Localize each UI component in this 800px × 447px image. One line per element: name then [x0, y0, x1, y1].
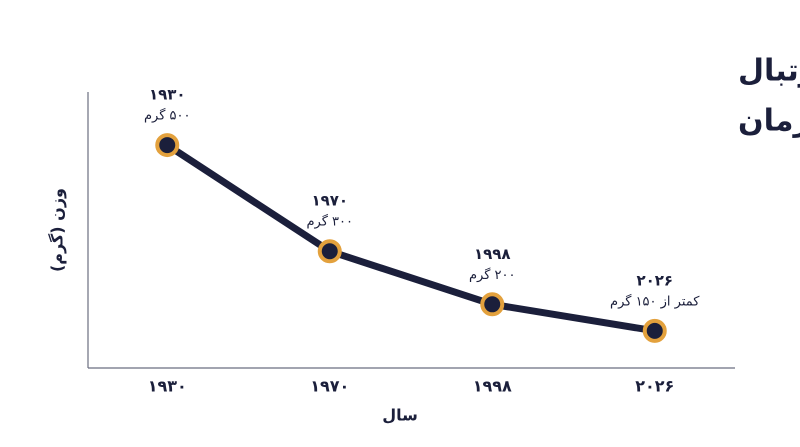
marker	[317, 239, 342, 264]
x-tick-label: ۱۹۹۸	[473, 377, 512, 396]
point-year-label: ۲۰۲۶	[636, 271, 673, 289]
data-label: ۲۰۰ گرم	[469, 267, 516, 283]
marker	[642, 318, 667, 343]
chart-title: مقایسه وزن کفش‌های فوتبال	[738, 54, 800, 89]
data-label: کمتر از ۱۵۰ گرم	[610, 293, 700, 309]
point-year-label: ۱۹۷۰	[311, 192, 348, 210]
line	[163, 141, 659, 335]
data-label: ۵۰۰ گرم	[144, 108, 191, 124]
x-axis-label: سال	[382, 406, 418, 425]
marker	[480, 292, 505, 317]
point-year-label: ۱۹۳۰	[149, 86, 186, 104]
x-tick-label: ۲۰۲۶	[635, 377, 674, 396]
point-year-label: ۱۹۹۸	[474, 245, 511, 263]
data-label: ۳۰۰ گرم	[307, 214, 354, 230]
x-tick-label: ۱۹۳۰	[148, 377, 187, 396]
x-tick-label: ۱۹۷۰	[310, 377, 349, 396]
y-axis-label: وزن (گرم)	[48, 188, 67, 272]
chart-title: در طول زمان	[738, 104, 800, 139]
marker	[155, 133, 180, 158]
